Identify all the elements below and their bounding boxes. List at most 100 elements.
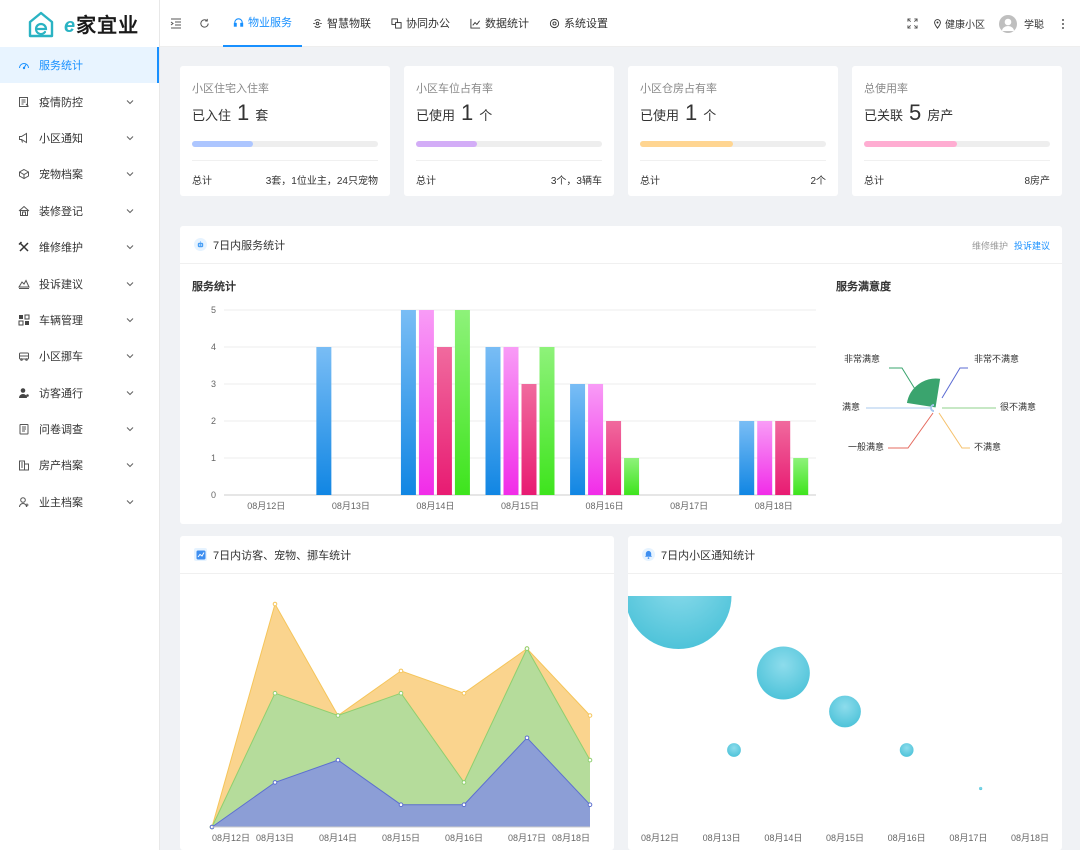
more-vertical-icon[interactable] (1056, 17, 1070, 31)
car-move-icon (18, 350, 30, 362)
bar-s4 (624, 458, 640, 495)
sidebar-item-6[interactable]: 投诉建议 (0, 265, 159, 301)
logo-text-rest: 家宜业 (76, 15, 140, 37)
x-tick-label: 08月17日 (670, 501, 708, 511)
user-name: 学聪 (1024, 20, 1044, 31)
service-robot-icon (194, 238, 207, 251)
pie-label: 非常满意 (844, 353, 880, 364)
x-tick-label: 08月14日 (319, 833, 357, 843)
office-icon (391, 17, 402, 29)
sidebar-item-5[interactable]: 维修维护 (0, 229, 159, 265)
bar-s3 (436, 347, 452, 495)
nav-tab-label: 数据统计 (485, 18, 529, 30)
tab-complaint[interactable]: 投诉建议 (1013, 240, 1050, 251)
nav-tab-2[interactable]: 协同办公 (381, 0, 460, 47)
megaphone-icon (18, 132, 30, 144)
pie-slice (905, 377, 942, 409)
sidebar-item-8[interactable]: 小区挪车 (0, 338, 159, 374)
bar-s2 (418, 310, 434, 495)
point-series-orange (461, 690, 467, 696)
sidebar-item-9[interactable]: 访客通行 (0, 375, 159, 411)
pie-leader-line (888, 412, 934, 449)
sidebar-item-label: 车辆管理 (39, 314, 83, 327)
stat-divider (416, 160, 602, 161)
x-tick-label: 08月17日 (949, 833, 987, 843)
nav-tab-3[interactable]: 数据统计 (460, 0, 539, 47)
sidebar-item-label: 访客通行 (39, 387, 83, 400)
x-tick-label: 08月12日 (212, 833, 250, 843)
settings-icon (549, 18, 560, 29)
stat-progress-fill (192, 141, 254, 147)
fullscreen-icon[interactable] (905, 17, 919, 31)
stat-foot-value: 3个，3辆车 (550, 176, 602, 187)
user-menu[interactable]: 学聪 (999, 14, 1044, 33)
sidebar-item-label: 小区挪车 (39, 351, 83, 364)
sidebar-item-0[interactable]: 服务统计 (0, 47, 159, 84)
chart-icon (470, 18, 481, 29)
stat-unit: 个 (703, 108, 717, 123)
bubble-point (979, 786, 983, 791)
complaint-icon (18, 278, 30, 290)
sidebar-item-4[interactable]: 装修登记 (0, 193, 159, 229)
stat-foot-label: 总计 (640, 176, 660, 187)
bar-s3 (606, 421, 622, 495)
nav-tab-1[interactable]: 智慧物联 (302, 0, 381, 47)
sidebar-item-2[interactable]: 小区通知 (0, 120, 159, 156)
community-name: 健康小区 (945, 20, 985, 31)
logo-text-e: e (64, 15, 77, 37)
sidebar-item-1[interactable]: 疫情防控 (0, 83, 159, 119)
nav-tab-4[interactable]: 系统设置 (539, 0, 618, 47)
notice-panel: 7日内小区通知统计 08月12日 08月13日 08月14日 08月15日 08月16日… (628, 536, 1062, 850)
nav-tab-0[interactable]: 物业服务 (223, 0, 302, 47)
community-selector[interactable]: 健康小区 (933, 16, 985, 31)
tools-icon (18, 241, 30, 253)
user-avatar-icon (1002, 18, 1014, 31)
bell-icon (642, 548, 655, 561)
iot-icon (312, 18, 323, 29)
epidemic-icon (18, 96, 30, 108)
chevron-down-icon (125, 424, 135, 434)
logo-icon (28, 11, 54, 37)
sidebar-item-label: 维修维护 (39, 242, 83, 255)
stat-foot-value: 3套，1位业主，24只宠物 (265, 176, 378, 187)
sidebar-item-12[interactable]: 业主档案 (0, 484, 159, 520)
bar-chart-title: 服务统计 (192, 281, 236, 293)
y-tick-label: 4 (211, 342, 216, 352)
stat-card-3: 总使用率 已关联 5 房产 总计 8房产 (852, 66, 1062, 196)
stat-foot-label: 总计 (864, 176, 884, 187)
bar-s2 (757, 421, 773, 495)
sidebar-item-11[interactable]: 房产档案 (0, 447, 159, 483)
sidebar-item-label: 装修登记 (39, 205, 83, 218)
stat-main: 已使用 1 个 (640, 100, 716, 126)
logo-text: e家宜业 (64, 9, 139, 38)
point-series-blue (272, 780, 278, 785)
bar-s4 (539, 347, 555, 495)
stat-progress-fill (864, 141, 957, 147)
notice-panel-header: 7日内小区通知统计 (628, 536, 1062, 574)
pie-leader-line (941, 367, 968, 399)
stat-foot-label: 总计 (416, 176, 436, 187)
visitor-panel: 7日内访客、宠物、挪车统计 08月12日 08月13日 08月14日 08月15日 08… (180, 536, 614, 850)
sidebar-item-7[interactable]: 车辆管理 (0, 302, 159, 338)
pet-icon (18, 168, 30, 180)
topbar-right: 健康小区 学聪 (905, 0, 1070, 47)
chevron-down-icon (125, 279, 135, 289)
point-series-green (524, 646, 530, 651)
y-tick-label: 0 (211, 490, 216, 500)
notice-bubble-chart: 08月12日 08月13日 08月14日 08月15日 08月16日 08月17日 08月1… (628, 596, 1049, 843)
service-panel-header: 7日内服务统计 维修维护 投诉建议 (180, 226, 1062, 264)
menu-fold-icon[interactable] (169, 16, 183, 30)
tab-repair[interactable]: 维修维护 (971, 240, 1008, 251)
refresh-icon[interactable] (197, 16, 211, 30)
x-tick-label: 08月18日 (1011, 833, 1049, 843)
sidebar: e家宜业 服务统计 疫情防控 小区通知 宠物档案装修登记维修维护投诉建议车辆管理小区挪… (0, 0, 160, 850)
visitor-panel-title: 7日内访客、宠物、挪车统计 (213, 549, 352, 562)
stat-progress-track (192, 141, 378, 147)
visitor-panel-header: 7日内访客、宠物、挪车统计 (180, 536, 614, 574)
sidebar-item-label: 房产档案 (39, 460, 83, 473)
sidebar-item-10[interactable]: 问卷调查 (0, 411, 159, 447)
stat-divider (864, 160, 1050, 161)
service-bar-chart: 0 1 2 3 4 5 08月12日 08月13日 08月14日 08月15日 08月16日 08月1… (211, 305, 816, 511)
sidebar-item-3[interactable]: 宠物档案 (0, 156, 159, 192)
